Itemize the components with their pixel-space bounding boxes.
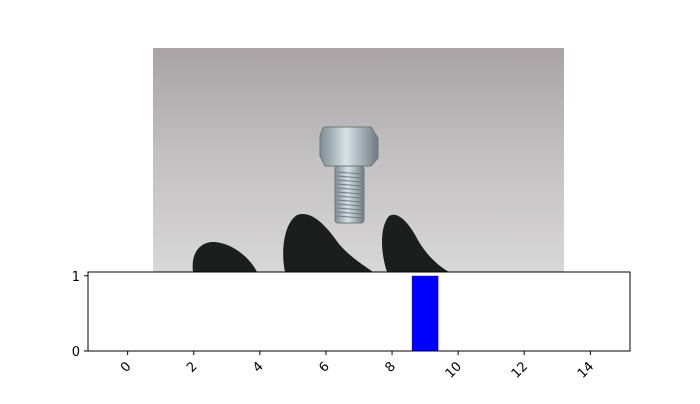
thread-line xyxy=(336,199,363,203)
glove-finger-middle xyxy=(283,213,373,272)
bolt xyxy=(319,126,379,224)
glove-finger-left xyxy=(192,241,257,272)
photo-panel xyxy=(153,48,564,272)
plot-frame xyxy=(87,271,631,352)
thread-line xyxy=(336,179,363,183)
thread-line xyxy=(336,191,363,195)
x-tick-label: 2 xyxy=(184,359,200,375)
x-tick-label: 10 xyxy=(443,359,465,381)
gloved-fingers xyxy=(192,213,449,272)
x-tick-label: 6 xyxy=(316,359,332,375)
x-tick-label: 14 xyxy=(575,359,597,381)
x-tick-label: 8 xyxy=(382,359,398,375)
x-tick-label: 0 xyxy=(118,359,134,375)
y-tick-label: 0 xyxy=(72,345,80,360)
bolt-threads xyxy=(336,171,363,219)
bars-group xyxy=(411,275,439,351)
bolt-head xyxy=(319,126,379,167)
y-tick-label: 1 xyxy=(72,270,80,285)
y-axis: 01 xyxy=(72,270,88,360)
plot-area xyxy=(88,272,630,351)
thread-line xyxy=(336,175,363,179)
glove-finger-right xyxy=(382,214,449,272)
thread-line xyxy=(336,211,363,215)
thread-line xyxy=(336,195,363,199)
thread-line xyxy=(336,187,363,191)
thread-line xyxy=(336,171,363,175)
x-tick-label: 12 xyxy=(509,359,531,381)
thread-line xyxy=(336,215,363,219)
bolt-photo xyxy=(153,48,564,272)
thread-line xyxy=(336,183,363,187)
bar-9 xyxy=(411,275,439,351)
thread-line xyxy=(336,203,363,207)
thread-line xyxy=(336,207,363,211)
x-axis: 0 2 4 6 8 10 12 14 xyxy=(118,351,597,382)
x-tick-label: 4 xyxy=(250,359,266,375)
